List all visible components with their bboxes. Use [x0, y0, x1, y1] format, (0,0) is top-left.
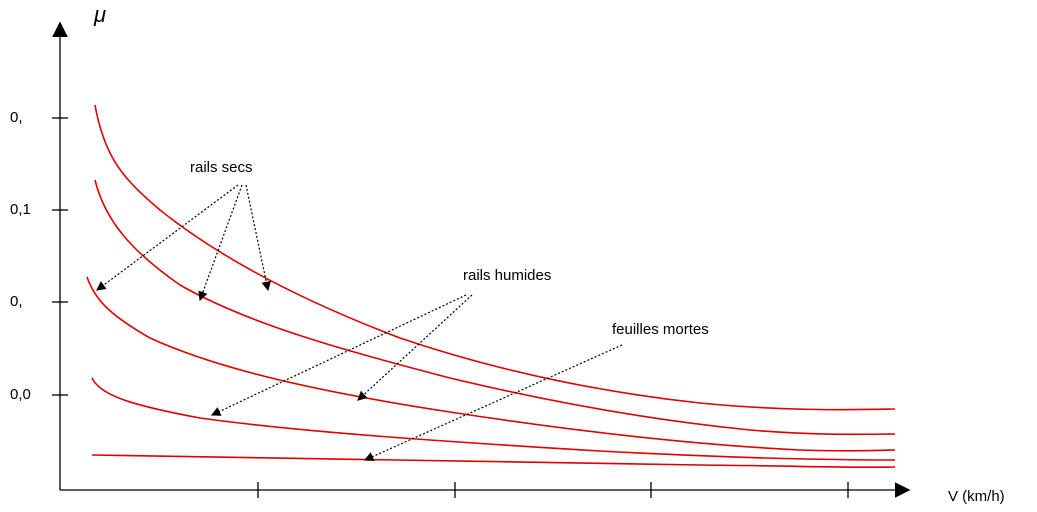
arrow: [245, 184, 271, 292]
curve: [94, 104, 896, 411]
y-tick-label: 0,1: [10, 201, 31, 218]
axes: [52, 21, 911, 498]
curve: [91, 377, 896, 461]
annotation: rails humides: [463, 267, 551, 284]
y-tick-label: 0,: [10, 293, 23, 310]
curve: [94, 179, 896, 436]
arrow: [198, 184, 243, 302]
y-tick-label: 0,: [10, 109, 23, 126]
annotation: feuilles mortes: [612, 321, 709, 338]
annotation-arrows: [96, 184, 623, 461]
y-axis-label: μ: [93, 2, 106, 27]
arrow: [357, 294, 473, 401]
arrow: [96, 184, 239, 291]
y-tick-label: 0,0: [10, 386, 31, 403]
curve: [91, 454, 896, 469]
arrow: [363, 344, 623, 461]
annotation: rails secs: [190, 159, 253, 176]
curve: [86, 276, 896, 452]
arrow: [210, 294, 467, 416]
curves: [86, 104, 896, 469]
x-axis-label: V (km/h): [948, 488, 1005, 505]
